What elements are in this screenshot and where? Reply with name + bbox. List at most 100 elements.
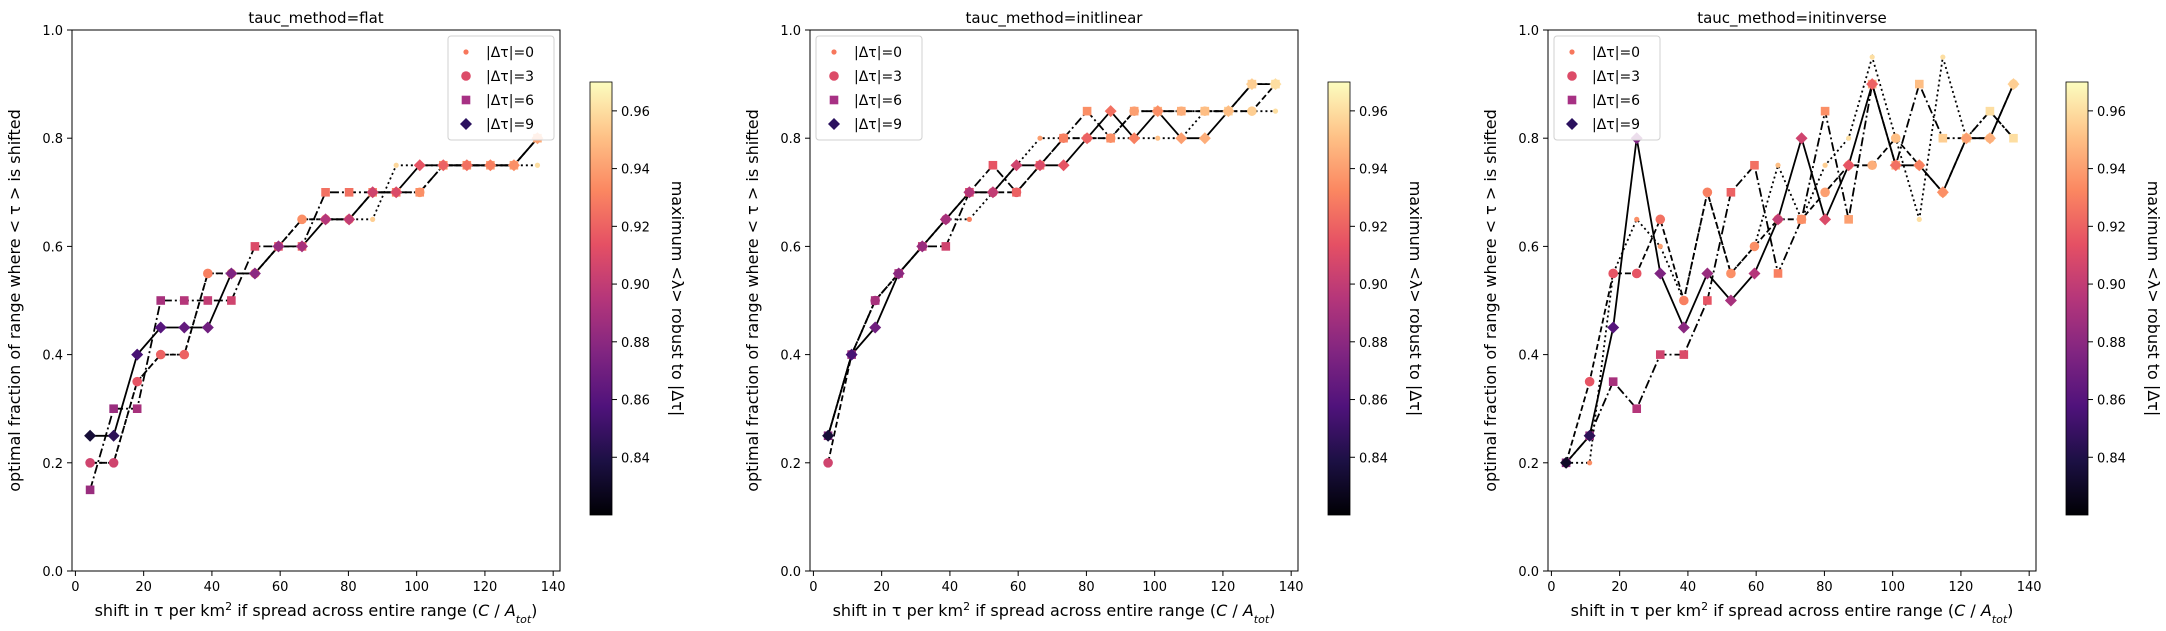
x-tick-label: 40 bbox=[204, 580, 221, 595]
data-point bbox=[154, 321, 167, 334]
data-point bbox=[1819, 213, 1832, 226]
legend-marker bbox=[831, 49, 837, 55]
data-point bbox=[1916, 216, 1922, 222]
chart-title: tauc_method=initlinear bbox=[966, 9, 1144, 28]
colorbar-tick-label: 0.86 bbox=[1359, 394, 1388, 409]
legend: |Δτ|=0 |Δτ|=3 |Δτ|=6 |Δτ|=9 bbox=[815, 35, 923, 141]
colorbar-gradient bbox=[2065, 81, 2089, 516]
data-point bbox=[1198, 132, 1211, 145]
x-tick-label: 80 bbox=[1816, 580, 1833, 595]
data-point bbox=[1940, 54, 1946, 60]
data-point bbox=[179, 349, 190, 360]
x-tick-label: 140 bbox=[541, 580, 566, 595]
data-point bbox=[1938, 133, 1948, 143]
data-point bbox=[1269, 78, 1282, 91]
plot-area-frame bbox=[809, 29, 1299, 572]
data-point bbox=[1936, 186, 1949, 199]
colorbar-gradient bbox=[589, 81, 613, 516]
colorbar-tick-label: 0.92 bbox=[2097, 220, 2126, 235]
legend-label: |Δτ|=0 bbox=[486, 45, 534, 61]
x-tick-label: 20 bbox=[1611, 580, 1628, 595]
data-point bbox=[1106, 133, 1115, 143]
colorbar-tick-label: 0.88 bbox=[1359, 336, 1388, 351]
data-point bbox=[393, 162, 399, 168]
legend-label: |Δτ|=9 bbox=[1592, 117, 1640, 133]
data-point bbox=[941, 242, 951, 251]
x-tick-label: 60 bbox=[1010, 580, 1027, 595]
data-point bbox=[132, 376, 142, 387]
legend-marker bbox=[461, 95, 471, 105]
data-point bbox=[1913, 159, 1926, 172]
colorbar-label: maximum <λ> robust to |Δτ| bbox=[2144, 181, 2163, 417]
data-point bbox=[845, 348, 858, 361]
data-point bbox=[1607, 321, 1620, 334]
data-point bbox=[1775, 162, 1781, 168]
data-point bbox=[1657, 243, 1663, 249]
data-point bbox=[272, 240, 285, 253]
data-point bbox=[1583, 429, 1596, 442]
y-tick-label: 0.2 bbox=[42, 457, 63, 472]
colorbar-tick-label: 0.94 bbox=[2097, 163, 2126, 178]
data-point bbox=[822, 429, 835, 442]
y-tick-label: 0.8 bbox=[780, 132, 801, 147]
x-tick-label: 140 bbox=[2017, 580, 2042, 595]
data-point bbox=[1176, 106, 1186, 116]
data-point bbox=[1247, 106, 1257, 116]
y-tick-label: 1.0 bbox=[1518, 24, 1539, 39]
data-point bbox=[916, 240, 929, 253]
x-tick-label: 100 bbox=[404, 580, 429, 595]
data-point bbox=[507, 159, 520, 172]
x-tick-label: 0 bbox=[809, 580, 817, 595]
data-point bbox=[986, 186, 999, 199]
y-tick-label: 0.4 bbox=[1518, 349, 1539, 364]
data-point bbox=[84, 429, 97, 442]
colorbar-tick-label: 0.94 bbox=[1359, 163, 1388, 178]
legend-label: |Δτ|=6 bbox=[854, 93, 902, 109]
colorbar-tick-label: 0.86 bbox=[2097, 394, 2126, 409]
data-point bbox=[1584, 376, 1595, 387]
legend-label: |Δτ|=6 bbox=[486, 93, 534, 109]
x-tick-label: 100 bbox=[1880, 580, 1905, 595]
data-point bbox=[1679, 350, 1689, 359]
data-point bbox=[1057, 159, 1070, 172]
y-tick-label: 0.0 bbox=[42, 565, 63, 580]
data-point bbox=[1222, 105, 1235, 118]
data-point bbox=[344, 188, 354, 197]
x-tick-label: 80 bbox=[340, 580, 357, 595]
colorbar-tick-label: 0.84 bbox=[621, 451, 650, 466]
y-tick-label: 0.6 bbox=[1518, 240, 1539, 255]
data-point bbox=[156, 296, 166, 305]
legend-marker bbox=[460, 118, 472, 130]
data-point bbox=[85, 458, 95, 468]
data-point bbox=[823, 458, 833, 468]
data-point bbox=[390, 186, 403, 199]
data-point bbox=[155, 349, 166, 360]
data-point bbox=[892, 267, 905, 280]
chart-title: tauc_method=flat bbox=[248, 9, 383, 28]
data-point bbox=[321, 188, 330, 197]
colorbar-tick-label: 0.92 bbox=[1359, 220, 1388, 235]
data-point bbox=[1960, 132, 1973, 145]
x-tick-label: 20 bbox=[873, 580, 890, 595]
data-point bbox=[85, 485, 95, 495]
legend-label: |Δτ|=6 bbox=[1592, 93, 1640, 109]
y-tick-label: 0.0 bbox=[1518, 565, 1539, 580]
data-point bbox=[1726, 188, 1736, 197]
y-tick-label: 0.4 bbox=[780, 349, 801, 364]
data-point bbox=[203, 296, 213, 305]
data-point bbox=[1608, 377, 1618, 386]
data-point bbox=[1037, 135, 1043, 141]
data-point bbox=[108, 458, 119, 468]
y-tick-label: 1.0 bbox=[780, 24, 801, 39]
data-point bbox=[1820, 106, 1830, 116]
chart-panel-2: tauc_method=initlinear 0 20 40 60 80 100 120 140… bbox=[743, 9, 1425, 626]
data-point bbox=[869, 321, 882, 334]
y-tick-label: 0.8 bbox=[1518, 132, 1539, 147]
colorbar: 0.84 0.86 0.88 0.90 0.92 0.94 0.96 maximum <λ> … bbox=[589, 81, 687, 516]
x-tick-label: 140 bbox=[1279, 580, 1304, 595]
legend-marker bbox=[829, 71, 839, 81]
data-point bbox=[1081, 132, 1094, 145]
data-point bbox=[1844, 215, 1853, 224]
data-point bbox=[343, 213, 356, 226]
